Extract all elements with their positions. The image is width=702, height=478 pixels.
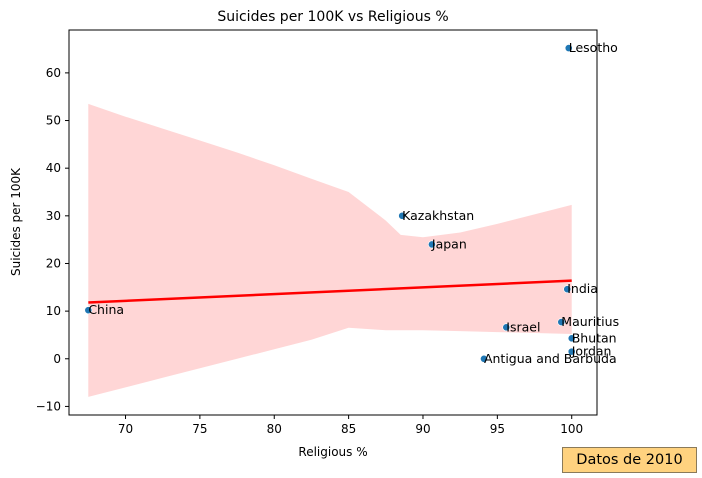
y-tick-label: 60 <box>46 66 61 80</box>
x-tick-label: 100 <box>560 422 583 436</box>
x-axis-ticks: 70 75 80 85 90 95 100 <box>118 415 583 436</box>
data-point <box>480 354 488 363</box>
y-tick-label: 30 <box>46 209 61 223</box>
plot-area-frame <box>68 29 598 416</box>
x-tick-label: 75 <box>192 422 207 436</box>
confidence-band-area <box>88 103 572 397</box>
point-label: Lesotho <box>569 40 618 55</box>
y-tick-label: 50 <box>46 114 61 128</box>
point-label: Kazakhstan <box>402 208 474 223</box>
y-tick-label: 0 <box>53 352 61 366</box>
y-tick-label: 40 <box>46 161 61 175</box>
point-label: Bhutan <box>572 330 617 345</box>
x-tick-label: 95 <box>490 422 505 436</box>
point-label: Israel <box>506 319 540 334</box>
data-point <box>398 211 407 220</box>
chart-title: Suicides per 100K vs Religious % <box>217 9 448 25</box>
x-tick-label: 70 <box>118 422 133 436</box>
data-points <box>84 44 576 363</box>
point-label: India <box>567 281 598 296</box>
point-label: Antigua and Barbuda <box>484 351 617 366</box>
x-tick-label: 80 <box>267 422 282 436</box>
point-label: Japan <box>431 236 467 251</box>
y-axis-label: Suicides per 100K <box>9 167 23 276</box>
regression-line <box>88 279 572 304</box>
date-note: Datos de 2010 <box>562 447 697 473</box>
point-labels: China Kazakhstan Japan Antigua and Barbuda I… <box>88 40 619 366</box>
y-axis-ticks: −10 0 10 20 30 40 50 60 <box>36 66 69 413</box>
y-tick-label: 10 <box>46 304 61 318</box>
x-tick-label: 90 <box>415 422 430 436</box>
x-axis-label: Religious % <box>298 445 367 459</box>
data-point <box>564 44 573 53</box>
y-tick-label: −10 <box>36 399 61 413</box>
point-label: Jordan <box>571 344 612 359</box>
data-point <box>502 323 511 332</box>
data-point <box>557 318 566 326</box>
point-label: China <box>88 302 124 317</box>
regression-line-group <box>88 279 572 304</box>
data-point <box>567 334 576 343</box>
data-point <box>563 285 572 294</box>
point-label: Mauritius <box>561 314 619 329</box>
confidence-band <box>88 103 572 397</box>
data-point <box>567 347 576 356</box>
data-point <box>84 306 93 315</box>
y-tick-label: 20 <box>46 256 61 270</box>
data-point <box>428 240 436 249</box>
x-tick-label: 85 <box>341 422 356 436</box>
date-note-text: Datos de 2010 <box>576 452 683 468</box>
